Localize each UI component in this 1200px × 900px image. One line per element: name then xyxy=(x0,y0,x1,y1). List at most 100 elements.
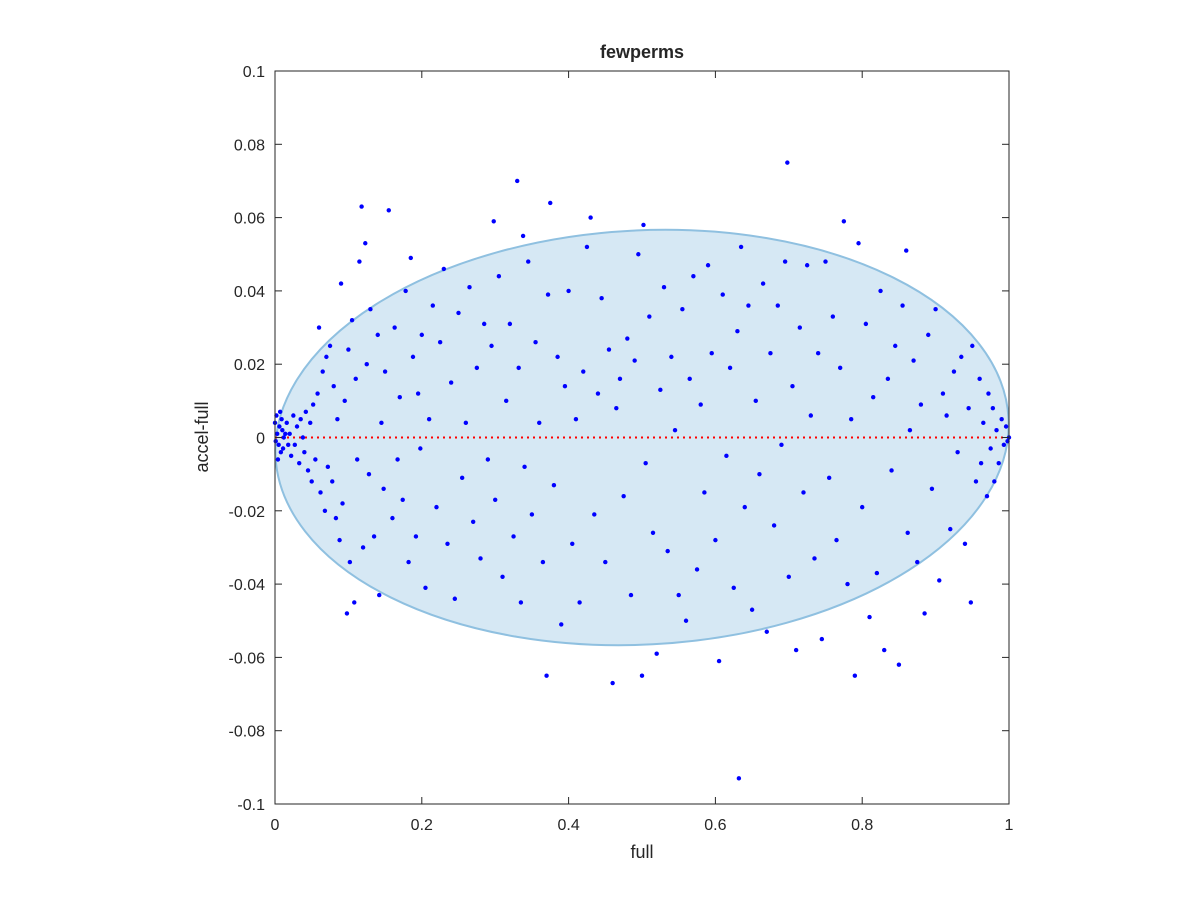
data-point xyxy=(878,288,883,294)
data-point xyxy=(360,545,366,550)
data-point xyxy=(992,479,997,484)
data-point xyxy=(297,460,302,466)
data-point xyxy=(742,504,747,510)
data-point xyxy=(893,343,898,349)
data-point xyxy=(738,244,744,250)
data-point xyxy=(782,259,788,264)
x-axis-ticks: 0 0.2 0.4 0.6 0.8 1 xyxy=(271,71,1014,834)
data-point xyxy=(639,673,645,678)
data-point xyxy=(445,541,450,546)
data-point xyxy=(727,365,733,371)
data-point xyxy=(577,600,582,605)
data-point xyxy=(808,413,814,418)
y-tick-label: 0.08 xyxy=(234,137,265,154)
data-point xyxy=(363,241,368,246)
data-point xyxy=(672,427,678,433)
data-point xyxy=(815,351,821,356)
data-point xyxy=(606,347,612,352)
data-point xyxy=(940,391,946,396)
data-point xyxy=(423,585,428,590)
data-point xyxy=(720,292,725,297)
data-point xyxy=(790,383,795,389)
data-point xyxy=(359,204,364,209)
data-point xyxy=(625,336,630,341)
data-point xyxy=(658,387,663,393)
data-point xyxy=(540,559,546,565)
data-point xyxy=(683,618,689,623)
data-point xyxy=(555,354,560,360)
data-points-layer xyxy=(272,160,1012,781)
data-point xyxy=(408,255,413,261)
data-point xyxy=(573,416,579,422)
data-point xyxy=(284,420,289,426)
data-point xyxy=(277,424,282,429)
data-point xyxy=(621,493,626,499)
data-point xyxy=(918,402,924,407)
data-point xyxy=(709,351,714,356)
data-point xyxy=(837,365,843,371)
data-point xyxy=(368,307,373,312)
data-point xyxy=(926,332,931,338)
data-point xyxy=(331,383,336,389)
data-point xyxy=(406,559,411,565)
data-point xyxy=(592,512,597,517)
data-point xyxy=(650,530,656,535)
data-point xyxy=(698,402,703,407)
data-point xyxy=(962,541,968,546)
data-point xyxy=(377,592,382,598)
data-point xyxy=(478,556,483,561)
data-point xyxy=(986,391,991,396)
data-point xyxy=(628,592,634,598)
x-tick-label: 0.6 xyxy=(704,817,726,834)
data-point xyxy=(410,354,416,360)
data-point xyxy=(481,321,487,327)
data-point xyxy=(951,369,957,374)
data-point xyxy=(303,409,309,415)
x-tick-label: 0.2 xyxy=(411,817,433,834)
data-point xyxy=(905,530,910,535)
data-point xyxy=(641,222,646,228)
y-tick-label: 0.06 xyxy=(234,211,265,228)
y-tick-label: -0.02 xyxy=(229,504,266,521)
data-point xyxy=(907,427,913,433)
data-point xyxy=(456,310,461,316)
data-point xyxy=(1001,442,1007,448)
data-point xyxy=(848,416,854,422)
data-point xyxy=(340,501,345,506)
data-point xyxy=(390,515,395,521)
x-tick-label: 0.4 xyxy=(557,817,579,834)
data-point xyxy=(520,233,526,239)
data-point xyxy=(288,453,294,459)
data-point xyxy=(276,442,281,448)
data-point xyxy=(452,596,458,601)
data-point xyxy=(338,281,344,286)
data-point xyxy=(845,581,850,587)
data-point xyxy=(944,413,949,418)
data-point xyxy=(342,398,347,404)
data-point xyxy=(371,534,377,539)
data-point xyxy=(966,405,971,411)
data-point xyxy=(562,383,568,389)
data-point xyxy=(278,449,284,455)
data-point xyxy=(381,486,386,492)
y-tick-label: 0.04 xyxy=(234,284,265,301)
data-point xyxy=(355,457,360,462)
data-point xyxy=(511,534,516,539)
data-point xyxy=(933,307,938,312)
data-point xyxy=(463,420,469,426)
data-point xyxy=(731,585,736,590)
data-point xyxy=(937,578,942,583)
data-point xyxy=(500,574,505,579)
data-point xyxy=(610,680,615,686)
data-point xyxy=(315,391,320,396)
x-axis-label: full xyxy=(630,842,653,862)
data-point xyxy=(904,248,909,253)
data-point xyxy=(856,241,861,246)
data-point xyxy=(867,614,872,620)
data-point xyxy=(793,647,799,653)
data-point xyxy=(298,416,303,422)
y-tick-label: 0.02 xyxy=(234,357,265,374)
data-point xyxy=(279,416,284,422)
data-point xyxy=(397,394,402,400)
data-point xyxy=(418,446,423,451)
